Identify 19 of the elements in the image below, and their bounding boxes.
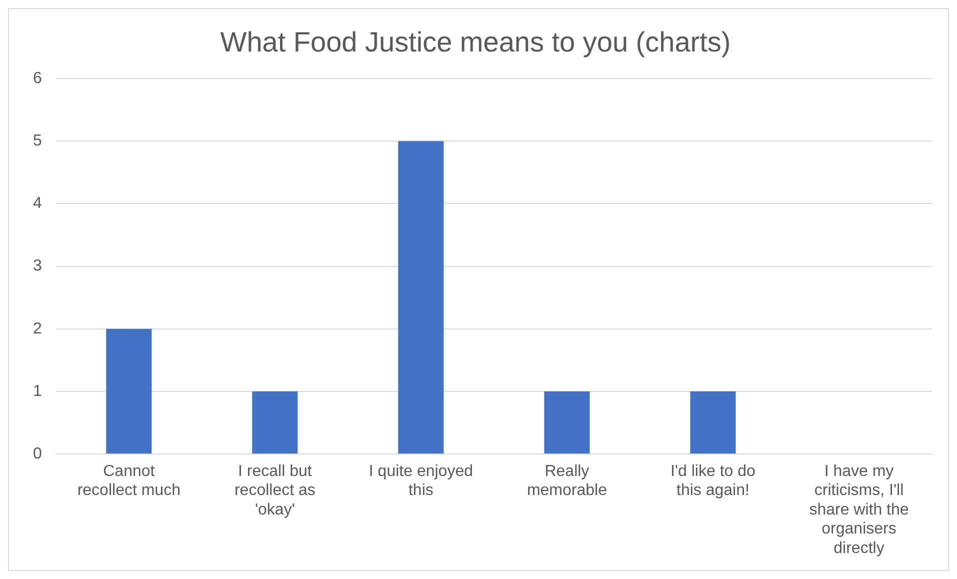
x-tick-label: I have my criticisms, I'll share with the organisers directly [809,463,909,557]
y-tick-label: 4 [32,195,42,212]
x-tick-label: I'd like to do this again! [670,463,756,500]
y-tick-label: 1 [32,382,42,400]
y-tick-label: 3 [32,258,42,275]
y-tick-label: 6 [32,70,42,88]
y-tick-label: 2 [32,320,42,338]
y-tick-label: 0 [32,445,42,462]
bar [106,328,152,454]
y-tick-label: 5 [32,132,42,150]
chart-title: What Food Justice means to you (charts) [220,26,731,58]
bar [690,391,736,454]
x-tick-label: I quite enjoyed this [368,463,473,500]
bar [252,391,298,454]
x-tick-label: I recall but recollect as 'okay' [234,463,316,518]
x-tick-label: Really memorable [526,463,608,500]
x-tick-label: Cannot recollect much [77,463,180,500]
bar [544,391,590,454]
bar [398,141,444,454]
